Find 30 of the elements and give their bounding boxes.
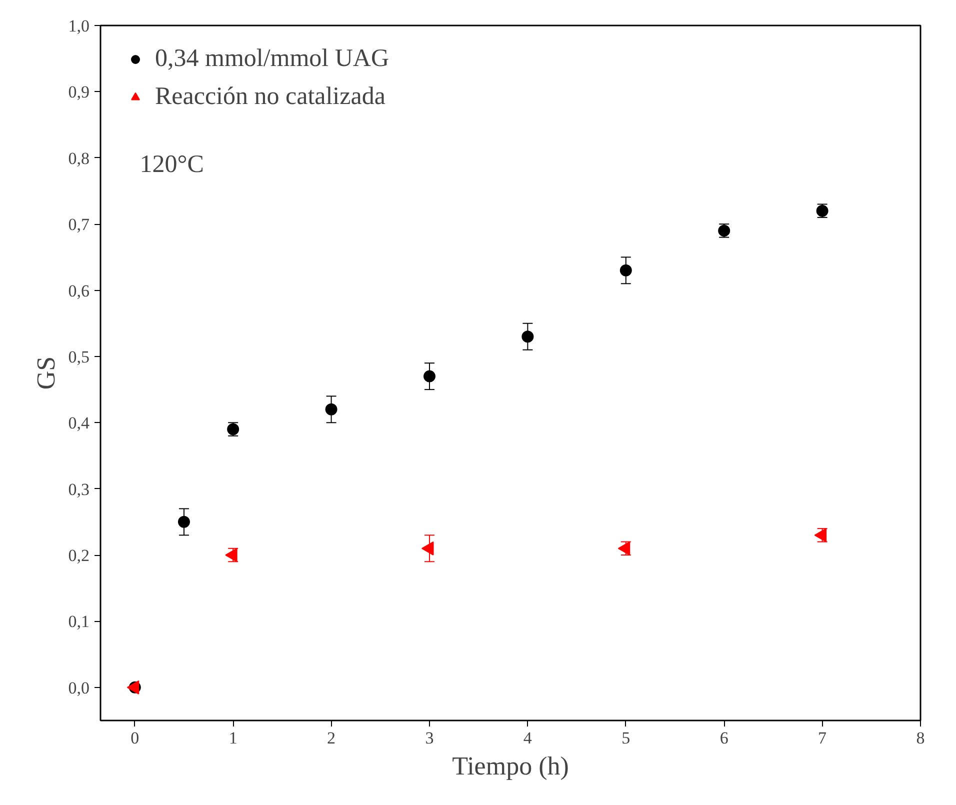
x-tick-label: 4 [523,728,532,748]
y-tick-label: 0,2 [68,546,90,566]
y-tick-label: 1,0 [68,16,90,36]
y-tick-label: 0,8 [68,148,90,168]
x-tick-label: 0 [130,728,140,748]
y-tick-label: 0,0 [68,678,90,698]
y-tick-label: 0,9 [68,82,90,102]
x-tick-label: 6 [720,728,728,748]
annotation: 120°C [140,151,204,178]
y-tick-label: 0,1 [68,612,90,632]
y-axis-title: GS [31,356,60,390]
x-tick-label: 8 [916,728,925,748]
x-axis-title: Tiempo (h) [452,752,569,780]
legend-label: 0,34 mmol/mmol UAG [155,45,390,73]
point [620,264,632,276]
x-tick-label: 3 [425,728,434,748]
y-tick-label: 0,3 [68,480,90,499]
y-tick-label: 0,5 [68,347,90,366]
y-tick-label: 0,6 [68,281,90,300]
point [423,370,436,382]
y-tick-label: 0,4 [68,414,90,433]
point [178,516,190,528]
x-tick-label: 1 [228,728,238,748]
legend-label: Reacción no catalizada [155,83,386,111]
y-tick-label: 0,7 [68,215,90,234]
x-tick-label: 2 [327,728,336,748]
point [522,330,534,343]
point [325,403,338,416]
x-tick-label: 5 [622,728,630,748]
x-tick-label: 7 [818,728,828,748]
